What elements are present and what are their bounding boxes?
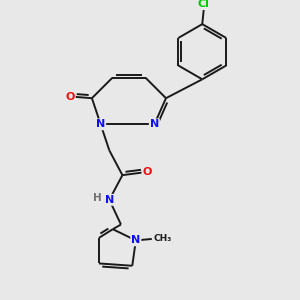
Text: N: N	[96, 119, 105, 129]
Text: N: N	[105, 195, 114, 205]
Text: Cl: Cl	[198, 0, 210, 9]
Text: CH₃: CH₃	[154, 235, 172, 244]
Text: N: N	[150, 119, 159, 129]
Text: N: N	[131, 236, 140, 245]
Text: H: H	[93, 194, 101, 203]
Text: O: O	[142, 167, 152, 177]
Text: O: O	[65, 92, 75, 102]
